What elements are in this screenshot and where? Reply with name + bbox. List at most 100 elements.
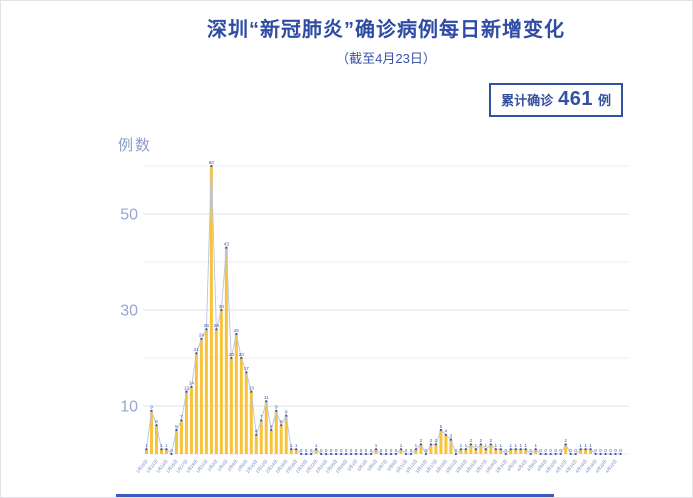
bar <box>479 444 483 454</box>
data-point <box>200 337 203 340</box>
bar <box>179 420 183 454</box>
value-label: 0 <box>395 448 398 453</box>
value-label: 0 <box>614 448 617 453</box>
data-point <box>185 390 188 393</box>
data-point <box>155 424 158 427</box>
value-label: 4 <box>445 429 448 434</box>
data-point <box>419 443 423 446</box>
bar <box>419 444 423 454</box>
value-label: 0 <box>504 448 507 453</box>
data-point <box>354 452 358 456</box>
data-point <box>190 385 193 388</box>
value-label: 0 <box>594 448 597 453</box>
data-point <box>364 452 368 456</box>
data-point <box>464 448 467 451</box>
bar <box>584 449 588 454</box>
bar <box>289 449 293 454</box>
badge-suffix-label: 例 <box>597 93 611 108</box>
value-label: 0 <box>609 448 612 453</box>
value-label: 26 <box>204 323 210 328</box>
value-label: 26 <box>214 323 220 328</box>
value-label: 0 <box>455 448 458 453</box>
bar <box>164 449 168 454</box>
value-label: 2 <box>420 438 423 443</box>
data-point <box>584 448 587 451</box>
value-label: 7 <box>260 414 263 419</box>
bar <box>374 449 378 454</box>
data-point <box>240 356 243 360</box>
y-axis-title: 例数 <box>118 137 153 154</box>
data-point <box>180 419 183 422</box>
data-point <box>484 448 487 451</box>
data-point <box>474 448 477 451</box>
value-label: 0 <box>310 448 313 453</box>
data-point <box>340 452 343 456</box>
data-point <box>245 371 248 374</box>
bar <box>444 434 448 454</box>
value-label: 1 <box>400 443 403 448</box>
value-label: 0 <box>320 448 323 453</box>
data-point <box>320 452 323 456</box>
value-label: 1 <box>534 443 537 448</box>
value-label: 0 <box>619 448 622 453</box>
bar <box>264 401 268 454</box>
value-label: 13 <box>184 385 190 390</box>
data-point <box>369 452 373 456</box>
bar <box>484 449 488 454</box>
value-label: 9 <box>275 405 278 410</box>
y-tick-label: 50 <box>120 207 138 224</box>
badge-value: 461 <box>558 88 593 110</box>
data-point <box>619 452 622 456</box>
value-label: 1 <box>485 443 488 448</box>
data-point <box>330 452 333 456</box>
data-point <box>434 443 438 446</box>
data-point <box>564 443 567 446</box>
value-label: 1 <box>160 443 163 448</box>
value-label: 1 <box>495 443 498 448</box>
data-point <box>384 452 388 456</box>
bar <box>514 449 518 454</box>
data-point <box>469 443 472 446</box>
value-label: 11 <box>264 395 269 400</box>
bar <box>154 425 158 454</box>
bar <box>519 449 523 454</box>
data-point <box>145 448 148 451</box>
value-label: 9 <box>150 405 153 410</box>
data-point <box>519 448 522 451</box>
value-label: 0 <box>559 448 562 453</box>
data-point <box>439 428 443 432</box>
bar <box>589 449 593 454</box>
value-label: 14 <box>189 381 195 386</box>
bar <box>214 329 218 454</box>
bar <box>254 434 258 454</box>
bar <box>239 358 243 454</box>
data-point <box>305 452 308 456</box>
value-label: 0 <box>355 448 358 453</box>
value-label: 0 <box>385 448 388 453</box>
data-point <box>230 356 233 360</box>
data-point <box>315 448 318 451</box>
value-label: 1 <box>589 443 592 448</box>
bar <box>449 439 453 454</box>
data-point <box>454 452 457 456</box>
data-point <box>210 164 213 168</box>
badge-prefix-label: 累计确诊 <box>501 93 554 108</box>
page-subtitle: （截至4月23日） <box>336 51 436 66</box>
bar <box>534 449 538 454</box>
data-point <box>374 448 378 451</box>
data-point <box>325 452 328 456</box>
data-point <box>574 452 577 456</box>
bar <box>459 449 463 454</box>
data-point <box>539 452 542 456</box>
data-point <box>349 452 353 456</box>
value-label: 1 <box>415 443 418 448</box>
data-point <box>280 424 283 427</box>
value-label: 1 <box>375 443 378 448</box>
data-point <box>479 443 482 446</box>
value-label: 1 <box>290 443 293 448</box>
data-point <box>399 448 403 451</box>
data-point <box>165 448 168 451</box>
value-label: 0 <box>325 448 328 453</box>
value-label: 20 <box>229 352 235 357</box>
